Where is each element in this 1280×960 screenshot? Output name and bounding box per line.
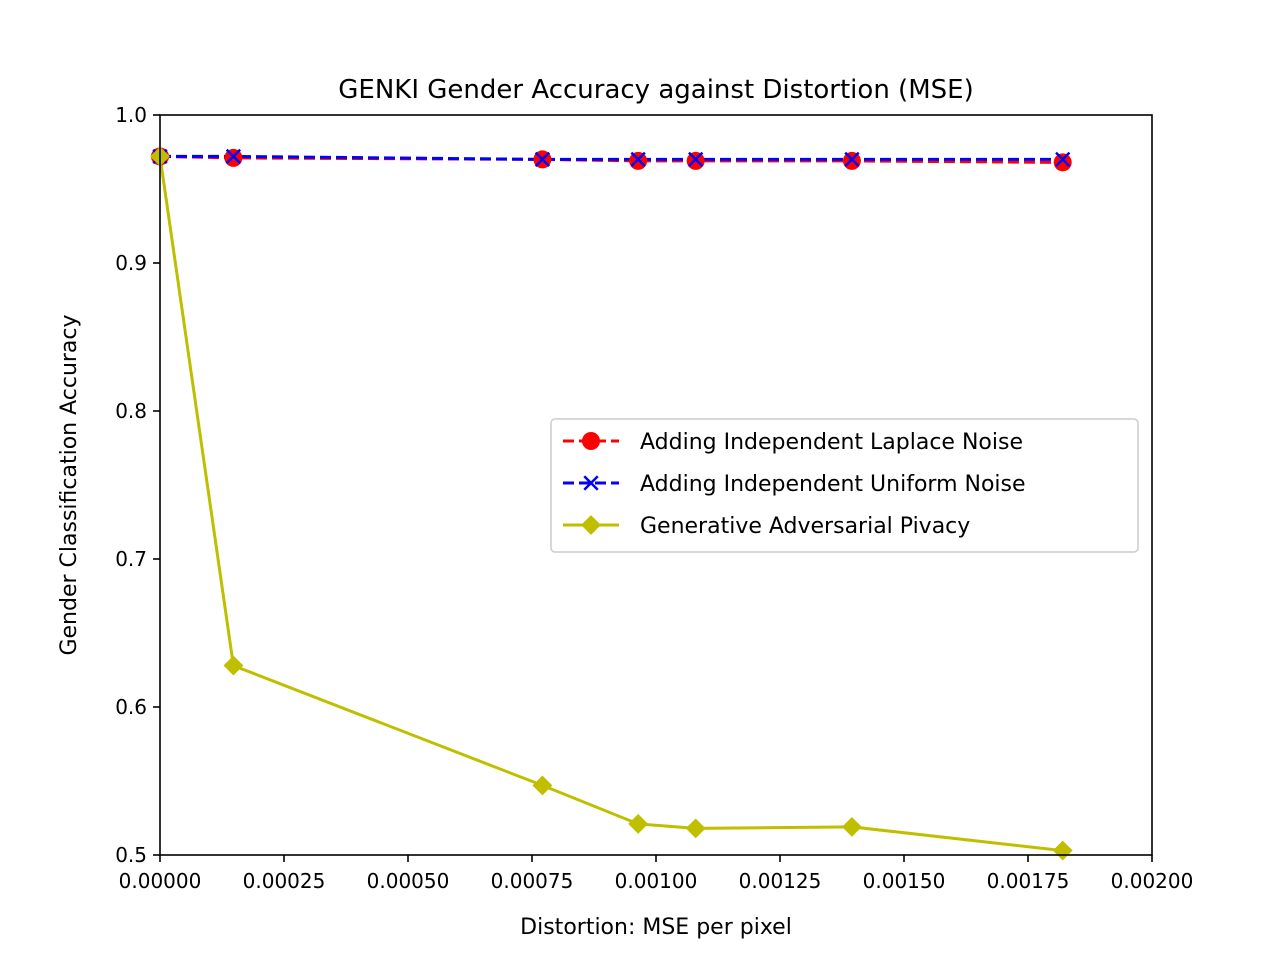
series-1-point-6 bbox=[1055, 151, 1071, 168]
series-1-point-5-stroke-b bbox=[844, 151, 860, 168]
x-tick-label-7: 0.00175 bbox=[987, 869, 1070, 893]
y-tick-label-2: 0.7 bbox=[115, 547, 147, 571]
series-1-point-2 bbox=[534, 151, 551, 168]
legend-marker-1-stroke-b bbox=[583, 475, 599, 491]
chart-title: GENKI Gender Accuracy against Distortion… bbox=[338, 75, 973, 105]
x-axis-label: Distortion: MSE per pixel bbox=[520, 915, 792, 940]
series-1-point-4 bbox=[688, 151, 704, 168]
y-tick-label-5: 1.0 bbox=[115, 103, 147, 127]
series-1-point-5 bbox=[844, 151, 860, 168]
legend-marker-2 bbox=[581, 515, 601, 535]
legend-label-2: Generative Adversarial Pivacy bbox=[640, 514, 970, 539]
series-1-point-2-stroke-b bbox=[534, 151, 551, 168]
series-1-point-6-stroke-b bbox=[1055, 151, 1071, 168]
x-tick-label-2: 0.00050 bbox=[367, 869, 450, 893]
x-tick-label-3: 0.00075 bbox=[491, 869, 574, 893]
y-tick-label-4: 0.9 bbox=[115, 251, 147, 275]
legend-marker-0 bbox=[582, 432, 600, 450]
x-tick-label-8: 0.00200 bbox=[1111, 869, 1194, 893]
series-2-point-1 bbox=[223, 655, 244, 676]
series-1-point-1-stroke-b bbox=[225, 148, 242, 165]
legend-label-1: Adding Independent Uniform Noise bbox=[640, 472, 1026, 497]
x-tick-label-1: 0.00025 bbox=[243, 869, 326, 893]
series-1-point-4-stroke-b bbox=[688, 151, 704, 168]
series-1-point-3 bbox=[630, 151, 646, 168]
series-2-point-2 bbox=[532, 775, 553, 796]
series-2-point-3 bbox=[628, 814, 649, 834]
legend-label-0: Adding Independent Laplace Noise bbox=[640, 430, 1023, 455]
plot-area bbox=[150, 114, 1153, 861]
y-tick-label-3: 0.8 bbox=[115, 399, 147, 423]
y-tick-label-0: 0.5 bbox=[115, 843, 147, 867]
series-1-point-3-stroke-b bbox=[630, 151, 646, 168]
series-2-point-4 bbox=[685, 818, 706, 839]
x-tick-label-0: 0.00000 bbox=[119, 869, 202, 893]
legend-box bbox=[550, 418, 1139, 553]
y-axis-ticks: 0.5 0.6 0.7 0.8 0.9 1.0 bbox=[115, 103, 160, 867]
y-axis-label: Gender Classification Accuracy bbox=[57, 314, 82, 655]
series-2-point-5 bbox=[842, 816, 862, 837]
legend-marker-1 bbox=[583, 475, 599, 491]
x-tick-label-4: 0.00100 bbox=[615, 869, 698, 893]
series-0-point-6 bbox=[1053, 153, 1072, 172]
x-tick-label-6: 0.00150 bbox=[863, 869, 946, 893]
y-tick-label-1: 0.6 bbox=[115, 695, 147, 719]
legend: Adding Independent Laplace Noise Adding I… bbox=[550, 418, 1139, 553]
x-axis-ticks: 0.00000 0.00025 0.00050 0.00075 0.00100 0.001… bbox=[119, 855, 1194, 893]
series-1-point-1 bbox=[225, 148, 242, 165]
x-tick-label-5: 0.00125 bbox=[739, 869, 822, 893]
